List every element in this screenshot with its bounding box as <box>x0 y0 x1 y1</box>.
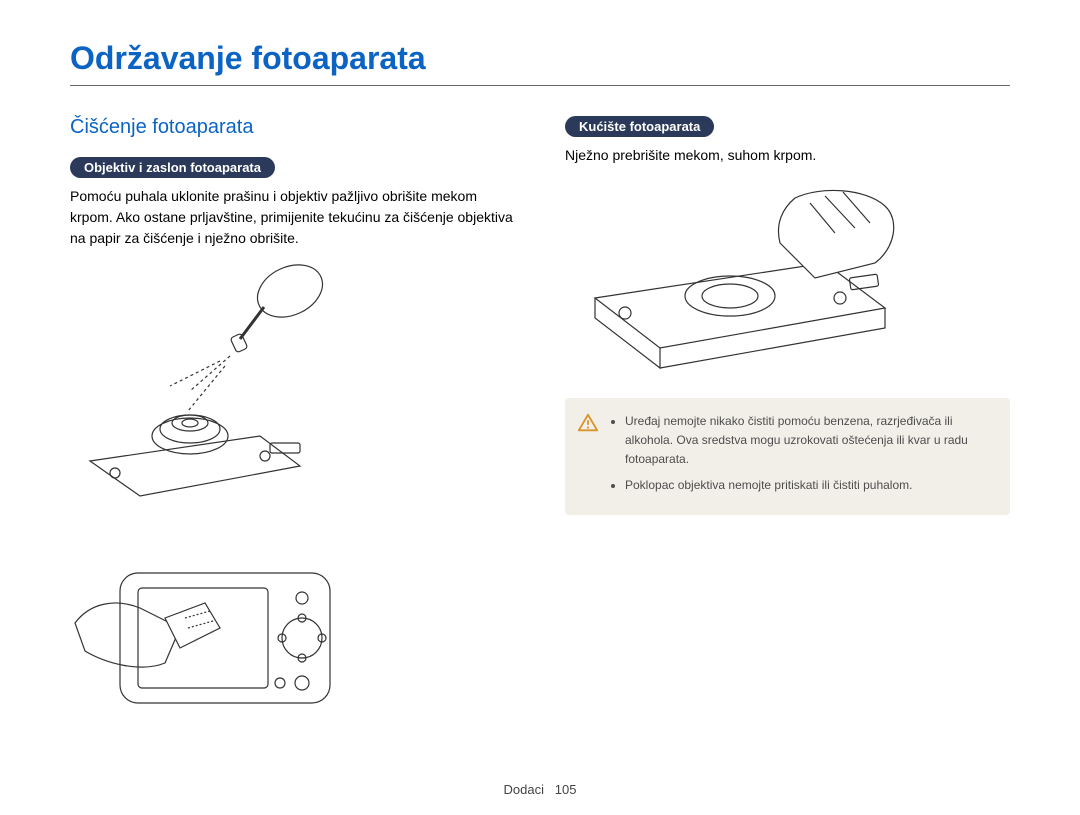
illustration-blower-camera <box>70 261 350 521</box>
pill-lens-screen: Objektiv i zaslon fotoaparata <box>70 157 275 178</box>
warning-icon <box>577 412 599 434</box>
page-footer: Dodaci 105 <box>0 782 1080 797</box>
illustration-wipe-screen <box>70 533 350 723</box>
warning-box: Uređaj nemojte nikako čistiti pomoću ben… <box>565 398 1010 515</box>
footer-section-label: Dodaci <box>503 782 543 797</box>
content-columns: Čišćenje fotoaparata Objektiv i zaslon f… <box>70 116 1010 735</box>
warning-item-1: Uređaj nemojte nikako čistiti pomoću ben… <box>625 412 994 470</box>
text-body-wipe: Nježno prebrišite mekom, suhom krpom. <box>565 145 1010 166</box>
page-title: Održavanje fotoaparata <box>70 40 1010 86</box>
pill-body: Kućište fotoaparata <box>565 116 714 137</box>
section-title-cleaning: Čišćenje fotoaparata <box>70 116 515 139</box>
left-column: Čišćenje fotoaparata Objektiv i zaslon f… <box>70 116 515 735</box>
text-lens-screen: Pomoću puhala uklonite prašinu i objekti… <box>70 186 515 249</box>
warning-item-2: Poklopac objektiva nemojte pritiskati il… <box>625 476 994 495</box>
right-column: Kućište fotoaparata Nježno prebrišite me… <box>565 116 1010 735</box>
footer-page-number: 105 <box>555 782 577 797</box>
illustration-wipe-body <box>565 178 925 378</box>
